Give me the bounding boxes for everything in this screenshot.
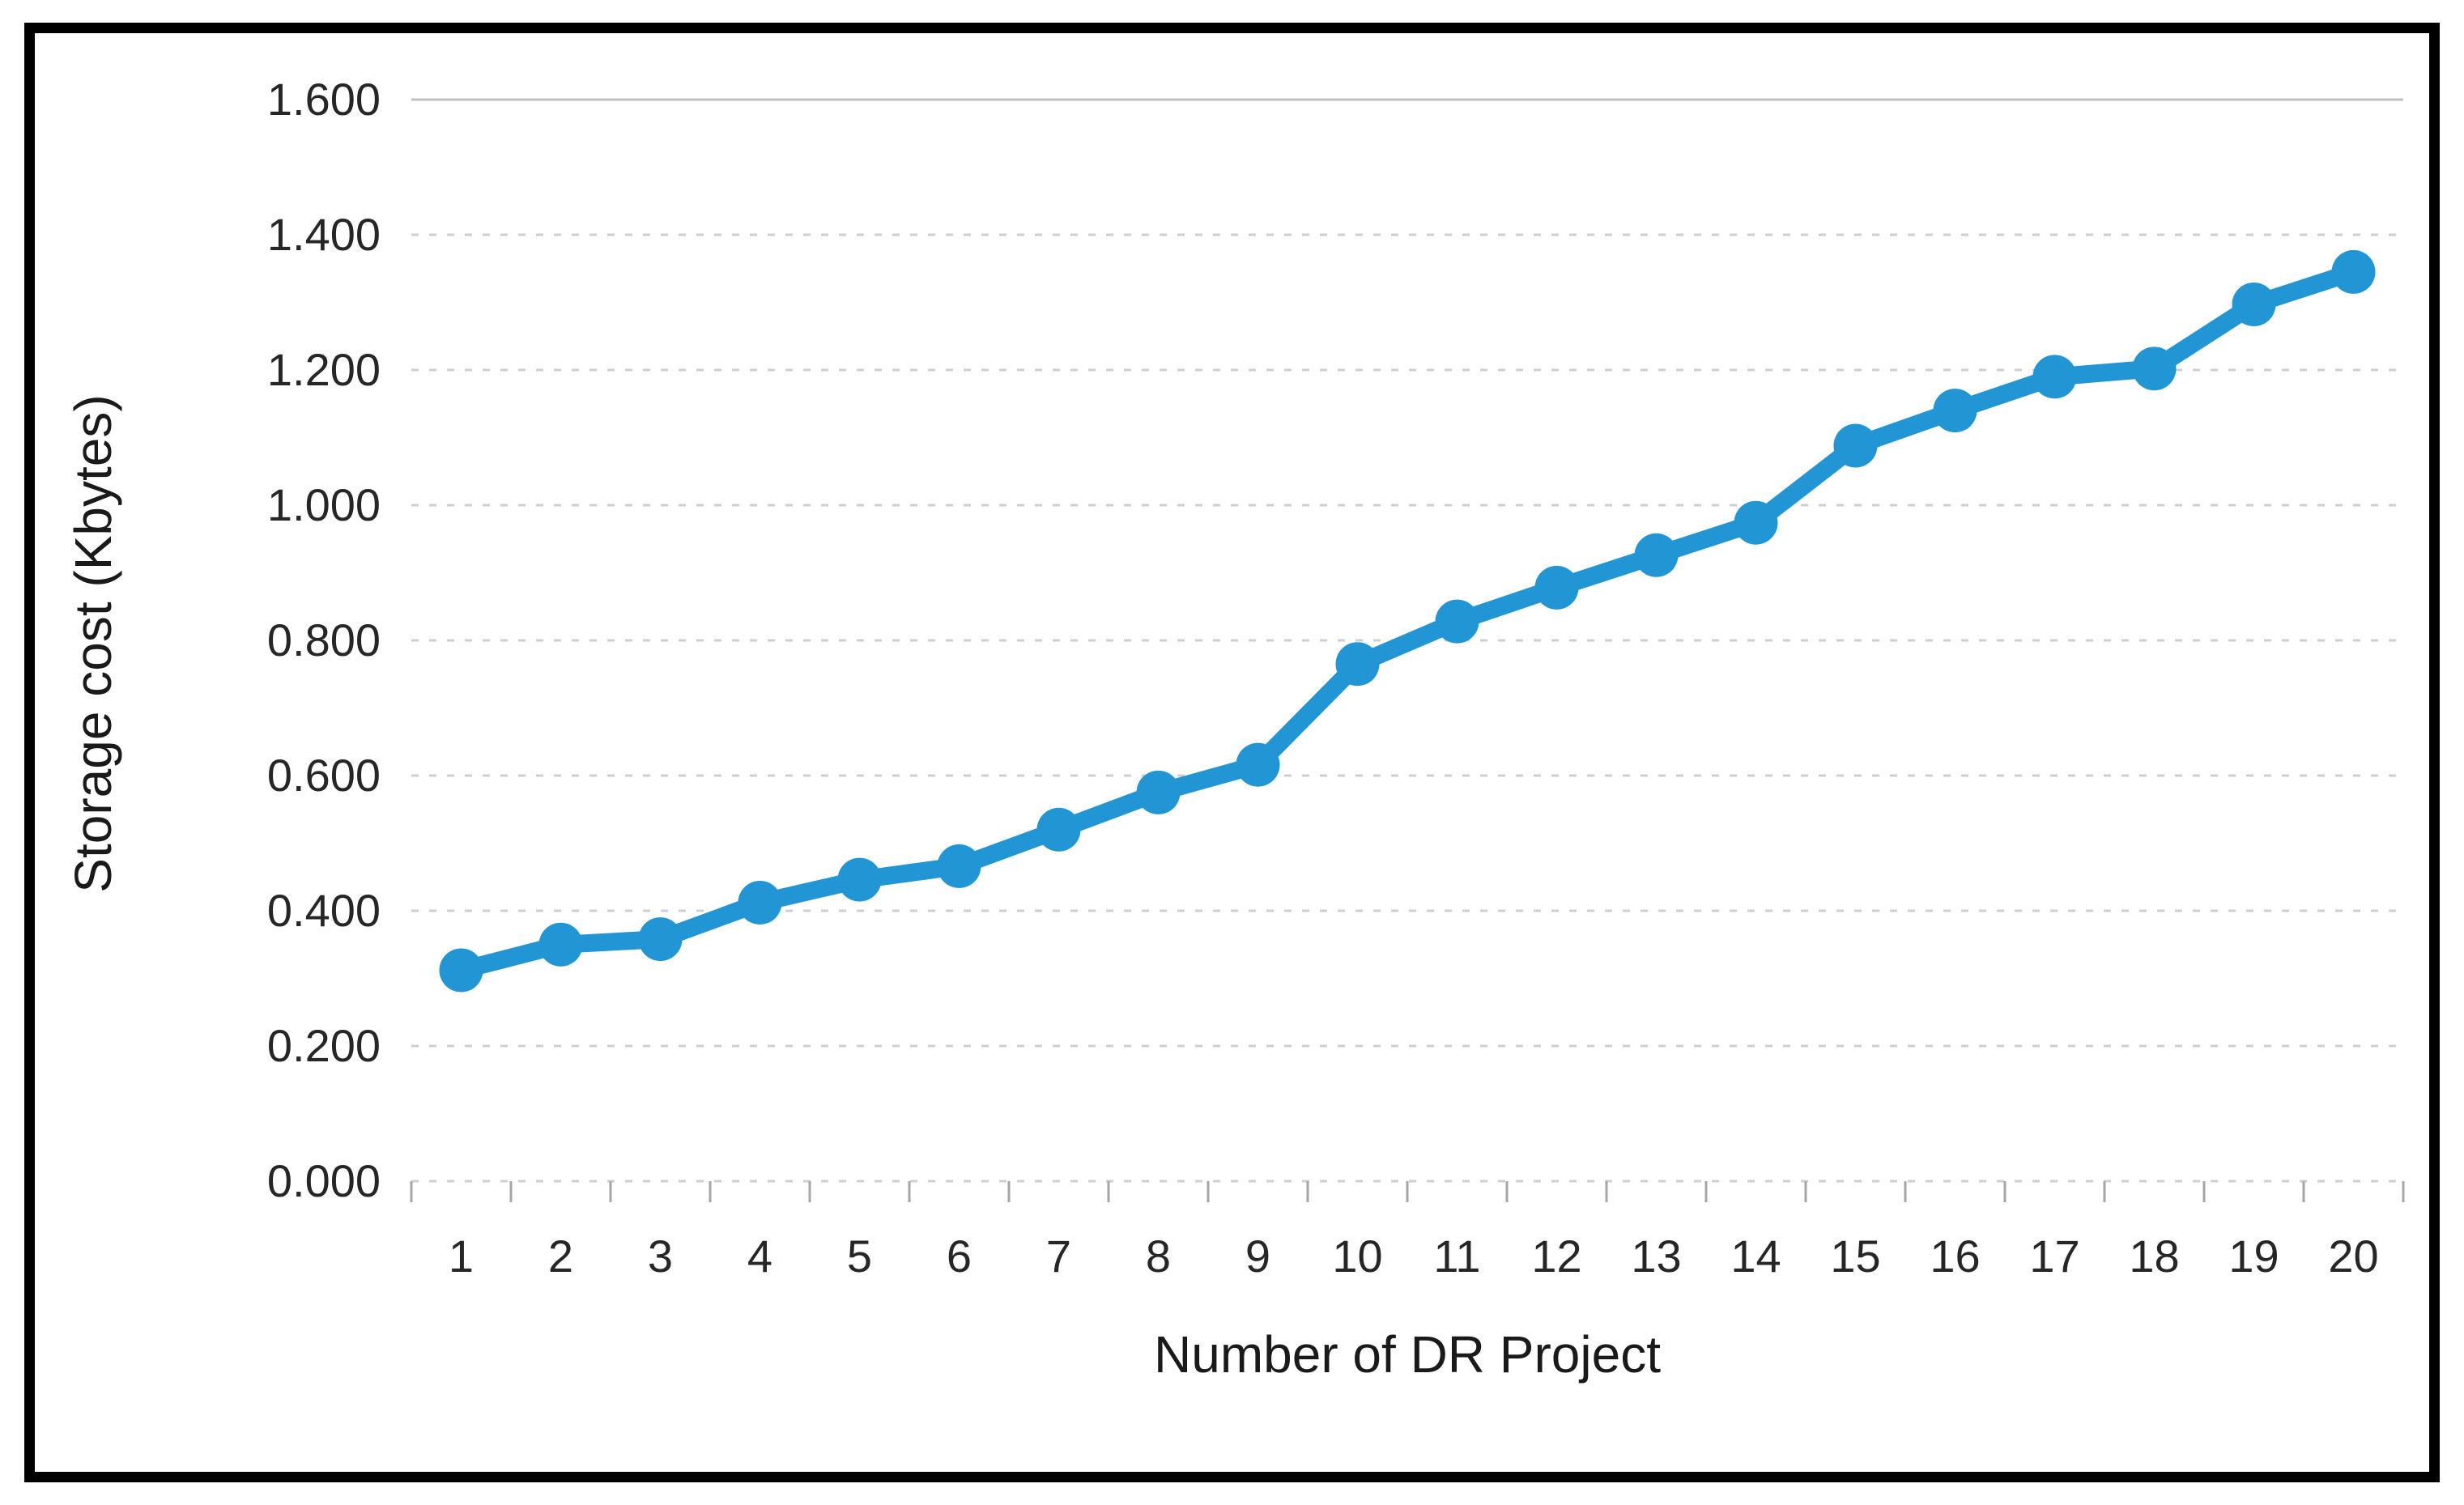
data-point-marker <box>1933 389 1977 433</box>
x-tick-label: 17 <box>2029 1231 2080 1282</box>
data-point-marker <box>738 880 782 925</box>
y-tick-label: 0.400 <box>266 885 381 936</box>
y-tick-label: 1.600 <box>266 74 381 125</box>
x-tick-label: 5 <box>846 1231 873 1282</box>
x-tick-label: 6 <box>946 1231 972 1282</box>
x-tick-label: 1 <box>448 1231 475 1282</box>
data-point-marker <box>1435 599 1479 644</box>
x-tick-label: 9 <box>1245 1231 1271 1282</box>
y-tick-label: 0.000 <box>266 1155 381 1206</box>
x-tick-label: 13 <box>1631 1231 1682 1282</box>
x-tick-label: 15 <box>1830 1231 1881 1282</box>
data-point-marker <box>1734 500 1778 545</box>
x-tick-label: 20 <box>2328 1231 2379 1282</box>
x-tick-label: 18 <box>2129 1231 2180 1282</box>
data-point-marker <box>1833 423 1878 468</box>
x-tick-label: 7 <box>1045 1231 1072 1282</box>
x-tick-label: 4 <box>747 1231 773 1282</box>
data-point-marker <box>1534 565 1579 610</box>
figure-border <box>24 23 2440 1482</box>
y-axis-title: Storage cost (Kbytes) <box>64 394 122 893</box>
data-point-marker <box>2032 355 2077 399</box>
data-point-marker <box>1634 533 1679 577</box>
data-point-marker <box>1335 642 1380 687</box>
data-point-marker <box>2331 249 2376 294</box>
data-point-marker <box>1036 807 1081 852</box>
x-tick-label: 14 <box>1730 1231 1781 1282</box>
line-chart-canvas <box>410 98 2405 1202</box>
data-point-marker <box>439 948 483 993</box>
x-tick-label: 19 <box>2228 1231 2279 1282</box>
x-tick-label: 8 <box>1145 1231 1172 1282</box>
y-tick-label: 0.600 <box>266 750 381 801</box>
y-tick-label: 0.800 <box>266 614 381 665</box>
data-point-marker <box>638 917 683 962</box>
x-tick-label: 11 <box>1433 1231 1481 1282</box>
x-tick-label: 2 <box>547 1231 574 1282</box>
x-axis-title: Number of DR Project <box>1154 1325 1661 1384</box>
data-point-marker <box>1236 742 1280 787</box>
data-point-marker <box>1136 770 1181 814</box>
y-tick-label: 1.400 <box>266 209 381 260</box>
data-point-marker <box>2232 283 2276 327</box>
plot-area <box>410 98 2405 1202</box>
x-tick-label: 16 <box>1930 1231 1981 1282</box>
data-point-marker <box>2132 346 2177 391</box>
data-point-marker <box>538 922 583 967</box>
data-point-marker <box>937 844 981 888</box>
y-tick-label: 1.200 <box>266 344 381 395</box>
y-tick-label: 1.000 <box>266 479 381 530</box>
x-tick-label: 12 <box>1531 1231 1582 1282</box>
y-tick-label: 0.200 <box>266 1020 381 1071</box>
x-tick-label: 10 <box>1332 1231 1383 1282</box>
data-point-marker <box>837 857 882 902</box>
x-tick-label: 3 <box>647 1231 674 1282</box>
